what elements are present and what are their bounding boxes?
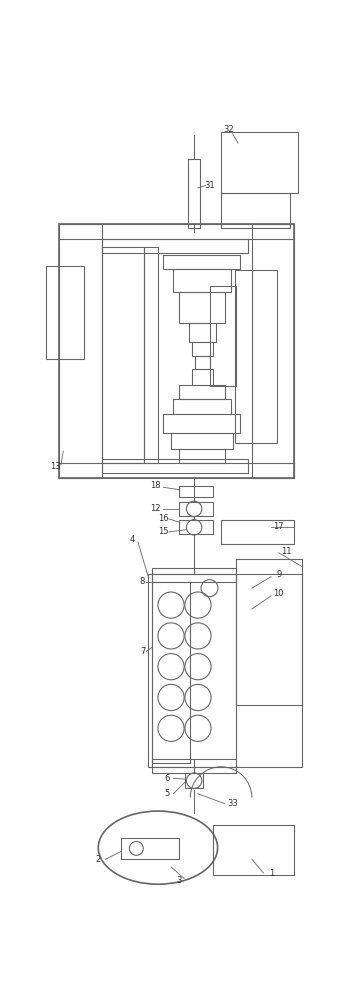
Text: 3: 3 — [176, 876, 181, 885]
Bar — [163, 414, 240, 433]
Bar — [171, 433, 233, 449]
Text: 2: 2 — [95, 855, 100, 864]
Bar — [102, 239, 248, 253]
Bar — [148, 574, 302, 767]
Bar — [59, 463, 294, 478]
Bar — [179, 449, 225, 463]
Bar — [236, 559, 302, 705]
Text: 10: 10 — [274, 589, 284, 598]
Bar — [152, 759, 236, 773]
Bar — [192, 342, 213, 356]
Bar — [179, 292, 225, 323]
Bar — [221, 193, 290, 228]
Bar — [163, 255, 240, 269]
Bar — [179, 520, 214, 534]
Bar — [221, 132, 298, 193]
Text: 15: 15 — [158, 527, 169, 536]
Bar — [102, 459, 248, 473]
Bar — [173, 399, 231, 414]
Bar — [59, 224, 294, 478]
Bar — [46, 266, 84, 359]
Bar — [179, 486, 214, 497]
Text: 6: 6 — [165, 774, 170, 783]
Text: 7: 7 — [140, 647, 145, 656]
Text: 33: 33 — [227, 799, 238, 808]
Text: 18: 18 — [150, 481, 161, 490]
Bar — [185, 773, 204, 788]
Text: 1: 1 — [269, 869, 275, 878]
Bar — [173, 269, 231, 292]
Text: 8: 8 — [140, 578, 145, 586]
Bar — [221, 520, 294, 544]
Bar — [195, 356, 210, 369]
Bar — [189, 323, 216, 342]
Bar — [152, 574, 236, 767]
Bar — [179, 502, 214, 516]
Text: 32: 32 — [224, 125, 234, 134]
Text: 31: 31 — [204, 181, 215, 190]
Bar — [152, 582, 190, 763]
Text: 17: 17 — [274, 522, 284, 531]
Bar — [102, 247, 144, 463]
Text: 12: 12 — [150, 504, 161, 513]
Bar — [252, 224, 294, 478]
Text: 11: 11 — [281, 547, 292, 556]
Bar — [152, 568, 236, 582]
Text: 16: 16 — [158, 514, 169, 523]
Bar — [214, 825, 294, 875]
Text: 13: 13 — [50, 462, 61, 471]
Text: 4: 4 — [130, 535, 135, 544]
Bar — [59, 224, 102, 478]
Bar — [144, 247, 158, 463]
Bar — [235, 270, 277, 443]
Bar — [192, 369, 213, 385]
Bar — [179, 385, 225, 399]
Bar — [188, 158, 200, 228]
Text: 9: 9 — [276, 570, 282, 579]
Bar — [121, 838, 179, 859]
Text: 5: 5 — [165, 789, 170, 798]
Bar — [209, 286, 236, 386]
Bar — [59, 224, 294, 239]
